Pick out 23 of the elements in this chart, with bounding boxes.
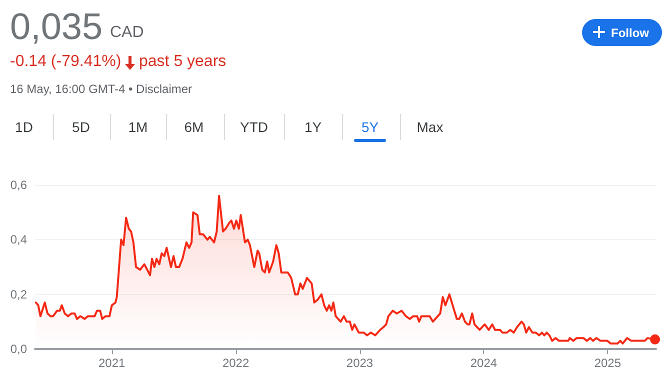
chart-title: 0,035 [10, 6, 103, 48]
text: CAD [110, 24, 144, 42]
text: past 5 years [139, 53, 226, 71]
text: Max [416, 119, 444, 135]
y-tick-label: 0,0 [10, 342, 28, 356]
text: 1M [127, 119, 149, 135]
text: 5Y [360, 119, 380, 135]
text: 1D [14, 119, 34, 135]
text: 6M [183, 119, 205, 135]
text: YTD [239, 119, 269, 135]
text: 1Y [303, 119, 323, 135]
text: Follow [611, 26, 649, 40]
text: 5D [71, 119, 91, 135]
text: -0.14 (-79.41%) [10, 53, 122, 71]
x-tick-label: 2022 [222, 356, 250, 370]
text: 16 May, 16:00 GMT-4 • Disclaimer [10, 82, 192, 96]
y-tick-label: 0,4 [10, 232, 28, 247]
x-tick-label: 2025 [594, 356, 622, 370]
y-tick-label: 0,2 [10, 287, 28, 302]
y-tick-label: 0,6 [10, 178, 28, 192]
x-tick-label: 2021 [98, 356, 126, 370]
x-tick-label: 2024 [470, 356, 498, 370]
x-tick-label: 2023 [346, 356, 374, 370]
